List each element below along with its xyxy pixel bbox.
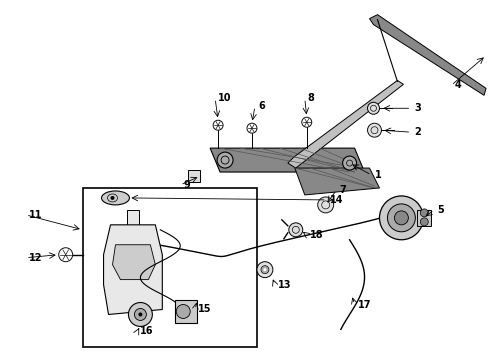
Circle shape — [386, 204, 414, 232]
Text: 13: 13 — [277, 280, 291, 289]
Circle shape — [138, 312, 142, 316]
Polygon shape — [103, 225, 162, 315]
Circle shape — [317, 197, 333, 213]
Text: 3: 3 — [413, 103, 420, 113]
Polygon shape — [287, 80, 403, 168]
Circle shape — [134, 309, 146, 320]
Circle shape — [367, 123, 381, 137]
Text: 2: 2 — [413, 127, 420, 137]
Bar — [416, 210, 430, 226]
Circle shape — [110, 196, 114, 200]
Polygon shape — [369, 15, 485, 95]
Bar — [127, 210, 139, 225]
Circle shape — [261, 266, 268, 274]
Circle shape — [301, 117, 311, 127]
Text: 1: 1 — [374, 170, 381, 180]
Circle shape — [367, 102, 379, 114]
Circle shape — [128, 302, 152, 327]
Circle shape — [263, 268, 266, 271]
Bar — [82, 188, 256, 347]
Text: 17: 17 — [357, 300, 370, 310]
Text: 15: 15 — [198, 305, 211, 315]
Circle shape — [342, 156, 356, 170]
Bar — [175, 300, 197, 323]
Text: 6: 6 — [258, 101, 264, 111]
Text: 18: 18 — [309, 230, 323, 240]
Circle shape — [420, 218, 427, 226]
Bar — [188, 170, 200, 182]
Polygon shape — [294, 168, 379, 195]
Circle shape — [379, 196, 423, 240]
Polygon shape — [112, 245, 155, 280]
Circle shape — [217, 152, 233, 168]
Ellipse shape — [102, 191, 129, 205]
Circle shape — [420, 209, 427, 217]
Text: 10: 10 — [218, 93, 231, 103]
Text: 7: 7 — [339, 185, 346, 195]
Polygon shape — [210, 148, 364, 172]
Circle shape — [288, 223, 302, 237]
Circle shape — [213, 120, 223, 130]
Circle shape — [59, 248, 73, 262]
Text: 12: 12 — [29, 253, 42, 263]
Circle shape — [394, 211, 407, 225]
Circle shape — [176, 305, 190, 319]
Text: 11: 11 — [29, 210, 42, 220]
Text: 9: 9 — [183, 180, 190, 190]
Text: 14: 14 — [329, 195, 343, 205]
Text: 16: 16 — [140, 327, 154, 336]
Circle shape — [246, 123, 256, 133]
Text: 4: 4 — [453, 80, 460, 90]
Text: 5: 5 — [436, 205, 443, 215]
Text: 8: 8 — [307, 93, 314, 103]
Circle shape — [256, 262, 272, 278]
